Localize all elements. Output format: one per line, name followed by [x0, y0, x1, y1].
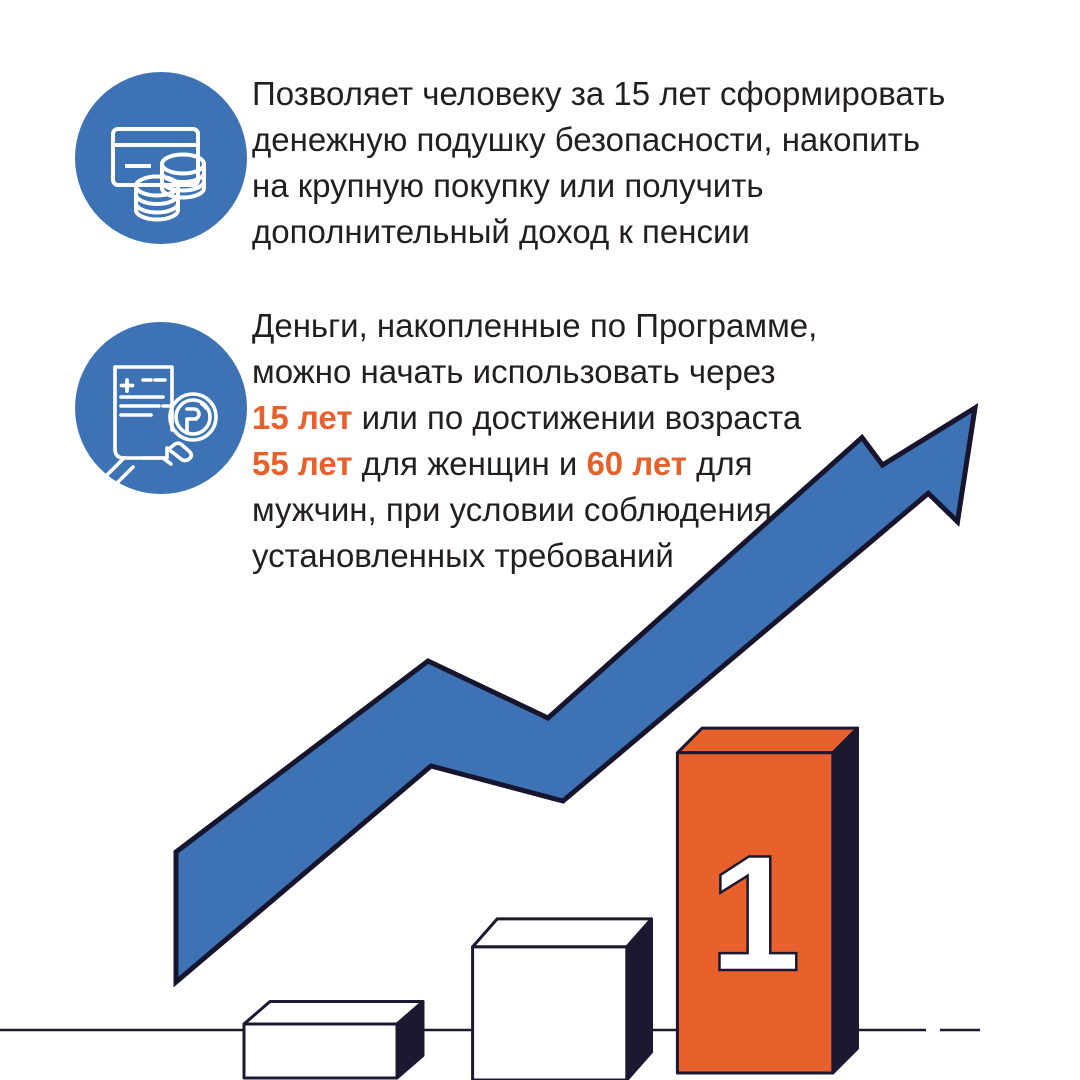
svg-text:1: 1 — [709, 821, 801, 1005]
